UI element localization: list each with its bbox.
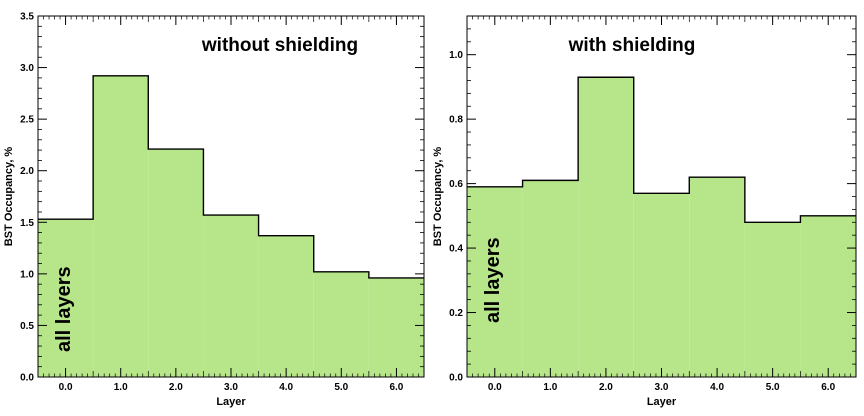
x-tick-label: 2.0 [169,382,183,393]
panel-with-shielding: 0.0 0.2 0.4 0.6 0.8 1.0 0.0 1.0 2.0 3.0 4.0 5.0 6.0 L… [432,15,857,408]
x-tick-label: 1.0 [543,382,557,393]
histogram-bin [467,186,523,377]
x-tick-label: 2.0 [599,382,613,393]
x-tick-label: 0.0 [488,382,502,393]
histogram-outline [467,76,856,223]
y-tick-label: 0.5 [20,321,34,332]
histogram-bin [313,271,369,377]
x-tick-label: 3.0 [224,382,238,393]
y-tick-label: 0.2 [449,308,463,319]
x-tick-label: 4.0 [279,382,293,393]
histogram-bin [578,77,634,377]
y-tick-label: 0.4 [449,244,463,255]
x-tick-label: 6.0 [821,382,835,393]
x-axis-label: Layer [647,396,677,408]
histogram-bin [522,180,579,377]
x-tick-label: 6.0 [389,382,403,393]
histogram-bin [203,215,259,377]
y-tick-label: 0.8 [449,115,463,126]
y-axis-label: BST Occupancy, % [432,147,444,247]
x-tick-label: 0.0 [59,382,73,393]
panel-without-shielding: 0.0 0.5 1.0 1.5 2.0 2.5 3.0 3.5 0.0 1.0 2.0 3.0 4.0 5… [3,12,425,408]
x-tick-label: 5.0 [334,382,348,393]
x-tick-label: 3.0 [655,382,669,393]
histogram-bin [148,149,204,377]
histogram-bin [38,219,94,377]
y-tick-label: 0.0 [449,373,463,384]
y-tick-label: 3.0 [20,63,34,74]
y-tick-label: 1.5 [20,218,34,229]
y-tick-label: 1.0 [20,269,34,280]
histogram-bin [744,222,801,377]
histogram-bin [368,277,424,377]
y-tick-label: 2.0 [20,166,34,177]
histogram-bin [93,75,149,377]
histogram-outline [38,75,424,279]
chart-title: with shielding [568,35,696,56]
x-tick-label: 1.0 [114,382,128,393]
histogram-bin [689,177,745,377]
y-axis-label: BST Occupancy, % [3,147,15,247]
y-tick-label: 2.5 [20,115,34,126]
y-tick-label: 3.5 [20,12,34,23]
histogram-bin [258,235,314,377]
x-axis-label: Layer [216,396,246,408]
x-tick-label: 5.0 [766,382,780,393]
y-tick-label: 1.0 [449,50,463,61]
all-layers-annotation: all layers [482,237,504,323]
histogram-bin [633,193,690,377]
x-tick-label: 4.0 [710,382,724,393]
y-tick-label: 0.6 [449,179,463,190]
chart-title: without shielding [201,35,358,56]
histogram-bin [800,215,856,377]
all-layers-annotation: all layers [53,266,75,352]
y-tick-label: 0.0 [20,373,34,384]
